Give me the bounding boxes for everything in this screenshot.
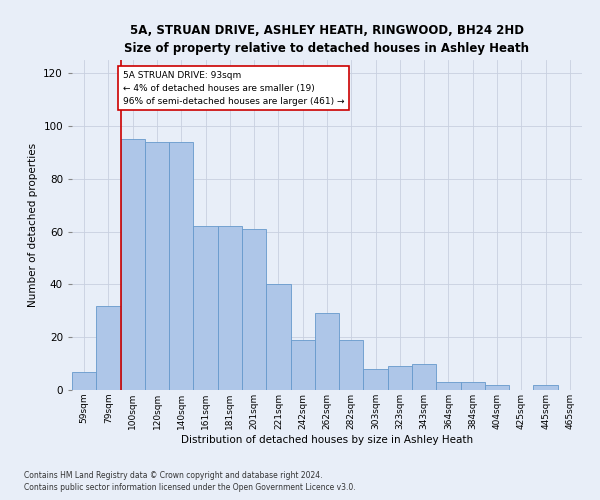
Bar	[485, 384, 509, 390]
X-axis label: Distribution of detached houses by size in Ashley Heath: Distribution of detached houses by size …	[181, 434, 473, 444]
Bar	[436, 382, 461, 390]
Bar	[315, 314, 339, 390]
Bar	[121, 139, 145, 390]
Bar	[145, 142, 169, 390]
Bar	[339, 340, 364, 390]
Bar	[72, 372, 96, 390]
Text: 5A STRUAN DRIVE: 93sqm
← 4% of detached houses are smaller (19)
96% of semi-deta: 5A STRUAN DRIVE: 93sqm ← 4% of detached …	[123, 70, 344, 106]
Bar	[290, 340, 315, 390]
Bar	[266, 284, 290, 390]
Bar	[96, 306, 121, 390]
Text: Contains public sector information licensed under the Open Government Licence v3: Contains public sector information licen…	[24, 483, 356, 492]
Bar	[533, 384, 558, 390]
Bar	[218, 226, 242, 390]
Bar	[364, 369, 388, 390]
Bar	[193, 226, 218, 390]
Bar	[388, 366, 412, 390]
Bar	[461, 382, 485, 390]
Bar	[412, 364, 436, 390]
Y-axis label: Number of detached properties: Number of detached properties	[28, 143, 38, 307]
Text: Contains HM Land Registry data © Crown copyright and database right 2024.: Contains HM Land Registry data © Crown c…	[24, 470, 323, 480]
Bar	[169, 142, 193, 390]
Bar	[242, 229, 266, 390]
Title: 5A, STRUAN DRIVE, ASHLEY HEATH, RINGWOOD, BH24 2HD
Size of property relative to : 5A, STRUAN DRIVE, ASHLEY HEATH, RINGWOOD…	[125, 24, 530, 54]
